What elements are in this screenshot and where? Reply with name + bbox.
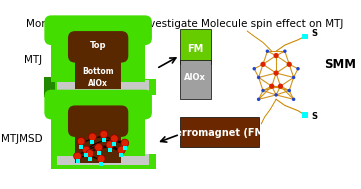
Text: Bottom: Bottom [82,67,113,76]
Circle shape [97,155,105,163]
FancyBboxPatch shape [180,29,210,64]
FancyBboxPatch shape [51,153,156,169]
Circle shape [257,76,260,79]
FancyBboxPatch shape [51,34,78,82]
Circle shape [261,89,265,92]
FancyBboxPatch shape [57,80,149,91]
Circle shape [287,89,291,92]
FancyBboxPatch shape [44,90,152,119]
Circle shape [82,146,90,154]
Circle shape [77,137,85,145]
Circle shape [283,50,287,53]
Circle shape [292,76,295,79]
Text: FM: FM [187,44,203,54]
Circle shape [74,152,82,160]
Circle shape [106,141,114,149]
Circle shape [100,130,108,138]
FancyBboxPatch shape [75,41,121,89]
FancyBboxPatch shape [57,154,149,165]
Circle shape [296,67,300,70]
Circle shape [86,150,94,157]
FancyBboxPatch shape [180,60,210,99]
FancyBboxPatch shape [51,108,78,156]
Text: SMM: SMM [324,58,356,71]
FancyBboxPatch shape [68,31,128,63]
FancyBboxPatch shape [68,105,128,137]
FancyBboxPatch shape [119,34,145,82]
Text: S: S [311,112,317,121]
Circle shape [278,84,283,89]
FancyBboxPatch shape [119,108,145,156]
FancyBboxPatch shape [51,79,156,95]
Text: AlOx: AlOx [88,79,108,88]
Text: MTJMSD: MTJMSD [1,134,43,144]
Circle shape [110,135,118,143]
Circle shape [252,67,256,70]
Text: Top: Top [90,41,106,50]
Circle shape [274,93,278,97]
Circle shape [274,70,279,76]
Text: S: S [311,29,317,38]
Text: Ferromagnet (FM): Ferromagnet (FM) [169,128,269,138]
Circle shape [266,50,269,53]
Circle shape [117,146,125,154]
Circle shape [292,98,295,101]
FancyBboxPatch shape [44,15,152,45]
Circle shape [121,139,129,147]
Circle shape [274,53,279,58]
Circle shape [269,84,274,89]
Circle shape [95,143,103,151]
FancyBboxPatch shape [75,115,121,163]
Text: Monte Carlo Study to Investigate Molecule spin effect on MTJ: Monte Carlo Study to Investigate Molecul… [26,19,343,29]
Text: MTJ: MTJ [25,55,43,65]
FancyBboxPatch shape [44,77,55,97]
Circle shape [287,62,292,67]
FancyBboxPatch shape [180,117,258,147]
Text: AlOx: AlOx [184,73,206,82]
Circle shape [257,98,260,101]
Circle shape [260,62,266,67]
FancyBboxPatch shape [303,112,308,118]
FancyBboxPatch shape [303,34,308,39]
Circle shape [88,133,96,141]
